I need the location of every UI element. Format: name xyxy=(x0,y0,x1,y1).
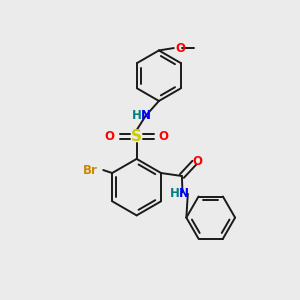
Text: O: O xyxy=(105,130,115,143)
Text: N: N xyxy=(141,109,151,122)
Text: N: N xyxy=(179,187,189,200)
Text: O: O xyxy=(175,42,185,55)
Text: O: O xyxy=(159,130,169,143)
Text: H: H xyxy=(170,187,180,200)
Text: O: O xyxy=(192,154,202,168)
Text: Br: Br xyxy=(82,164,97,177)
Text: H: H xyxy=(132,109,142,122)
Text: S: S xyxy=(131,129,142,144)
